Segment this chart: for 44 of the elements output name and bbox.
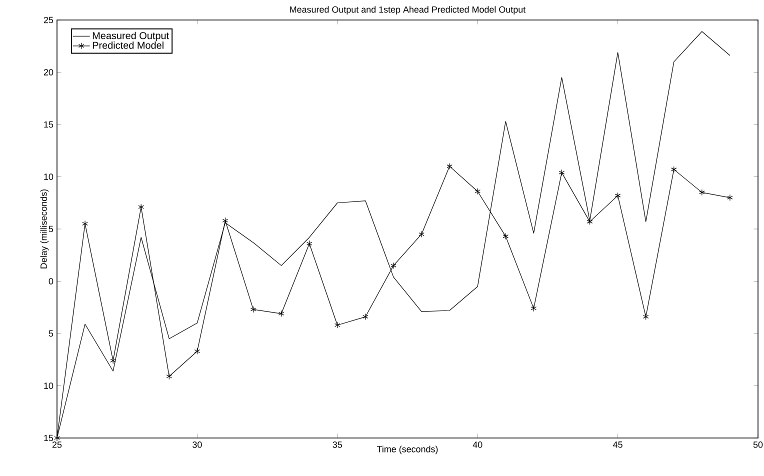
x-tick-label: 40 [472,442,482,448]
point [250,306,256,313]
x-tick-label: 45 [613,442,622,448]
point [727,194,733,201]
point [166,373,172,380]
legend-label: Predicted Model [92,42,164,49]
x-tick-label: 30 [192,442,202,448]
point [502,233,509,240]
point [474,188,480,195]
y-tick-label: 25 [44,16,54,24]
point [586,218,593,225]
y-tick-label: 10 [44,174,54,180]
x-tick-label: 35 [332,442,342,448]
point [138,204,144,210]
point [446,163,452,170]
legend-label: Measured Output [92,32,170,42]
x-tick-label: 50 [753,442,763,448]
point [614,192,621,199]
y-tick-label: 15 [44,434,54,442]
y-tick-label: 20 [44,69,54,76]
point [530,305,537,312]
point [194,348,200,355]
chart-title: Measured Output and 1step Ahead Predicted Model Output [290,6,526,14]
point [558,169,565,176]
point [222,217,228,224]
point [699,189,705,196]
x-axis-title: Time (seconds) [376,446,438,454]
point [418,230,424,238]
point [278,310,284,317]
point [306,240,312,247]
point [54,434,60,442]
point [642,313,649,320]
y-axis-title: Delay (milliseconds) [40,189,49,268]
point [110,357,116,364]
point [362,313,368,320]
point [390,262,396,269]
point [334,322,340,328]
point [671,166,677,173]
point [82,220,88,228]
y-tick-label: 0 [48,278,54,284]
y-tick-label: 5 [48,226,54,232]
y-tick-label: 10 [44,382,54,389]
y-tick-label: 15 [44,121,54,128]
y-tick-label: 5 [48,330,54,337]
